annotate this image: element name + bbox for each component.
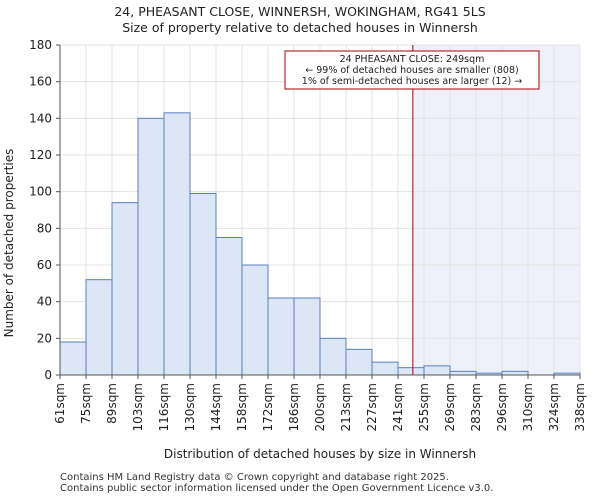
y-tick-label: 140: [29, 111, 52, 125]
x-tick-label: 283sqm: [469, 383, 483, 431]
histogram-bar: [319, 337, 347, 376]
x-tick-label: 269sqm: [443, 383, 457, 431]
y-tick-label: 40: [37, 295, 52, 309]
x-tick-label: 172sqm: [261, 383, 275, 431]
annotation-title: 24 PHEASANT CLOSE: 249sqm: [340, 54, 485, 65]
y-tick-label: 0: [44, 368, 52, 382]
y-tick-label: 20: [37, 331, 52, 345]
x-tick-label: 241sqm: [391, 383, 405, 431]
x-tick-label: 61sqm: [53, 383, 67, 424]
histogram-bar: [293, 297, 321, 376]
y-tick-label: 180: [29, 38, 52, 52]
histogram-bar: [449, 370, 477, 376]
annotation-box: 24 PHEASANT CLOSE: 249sqm ← 99% of detac…: [284, 50, 540, 90]
x-tick-label: 75sqm: [79, 383, 93, 424]
x-axis-label: Distribution of detached houses by size …: [164, 447, 476, 461]
footer-line-1: Contains HM Land Registry data © Crown c…: [60, 472, 449, 483]
footer-line-2: Contains public sector information licen…: [60, 483, 494, 494]
histogram-bar: [137, 117, 165, 376]
y-tick-label: 80: [37, 221, 52, 235]
x-tick-label: 310sqm: [521, 383, 535, 431]
chart-subtitle: Size of property relative to detached ho…: [122, 20, 478, 35]
histogram-bar: [345, 348, 373, 376]
x-tick-label: 89sqm: [105, 383, 119, 424]
x-tick-label: 338sqm: [573, 383, 587, 431]
annotation-frame: [284, 50, 540, 90]
x-tick-label: 324sqm: [547, 383, 561, 431]
footer: Contains HM Land Registry data © Crown c…: [60, 472, 493, 494]
x-tick-label: 130sqm: [183, 383, 197, 431]
x-tick-label: 116sqm: [157, 383, 171, 431]
x-tick-label: 186sqm: [287, 383, 301, 431]
histogram-bar: [423, 365, 451, 376]
y-tick-label: 160: [29, 75, 52, 89]
y-axis-label: Number of detached properties: [2, 149, 16, 338]
annotation-larger: 1% of semi-detached houses are larger (1…: [302, 76, 522, 87]
x-tick-label: 144sqm: [209, 383, 223, 431]
annotation-smaller: ← 99% of detached houses are smaller (80…: [305, 65, 518, 76]
x-tick-label: 200sqm: [313, 383, 327, 431]
chart-title: 24, PHEASANT CLOSE, WINNERSH, WOKINGHAM,…: [114, 4, 485, 19]
histogram-bar: [241, 264, 269, 376]
histogram-bar: [189, 193, 217, 376]
histogram-bar: [59, 341, 87, 376]
y-tick-label: 60: [37, 258, 52, 272]
larger-region-shade: [412, 45, 580, 375]
y-tick-label: 100: [29, 185, 52, 199]
x-tick-label: 255sqm: [417, 383, 431, 431]
histogram-bar: [267, 297, 295, 376]
histogram-bar: [111, 202, 139, 376]
histogram-bar: [85, 279, 113, 376]
histogram-bar: [163, 112, 191, 376]
histogram-bar: [397, 367, 425, 376]
x-tick-label: 213sqm: [339, 383, 353, 431]
x-tick-label: 296sqm: [495, 383, 509, 431]
y-tick-label: 120: [29, 148, 52, 162]
histogram-bar: [215, 237, 243, 376]
x-tick-label: 158sqm: [235, 383, 249, 431]
histogram-bar: [371, 361, 399, 376]
x-tick-label: 103sqm: [131, 383, 145, 431]
x-tick-label: 227sqm: [365, 383, 379, 431]
histogram-bar: [501, 370, 529, 376]
